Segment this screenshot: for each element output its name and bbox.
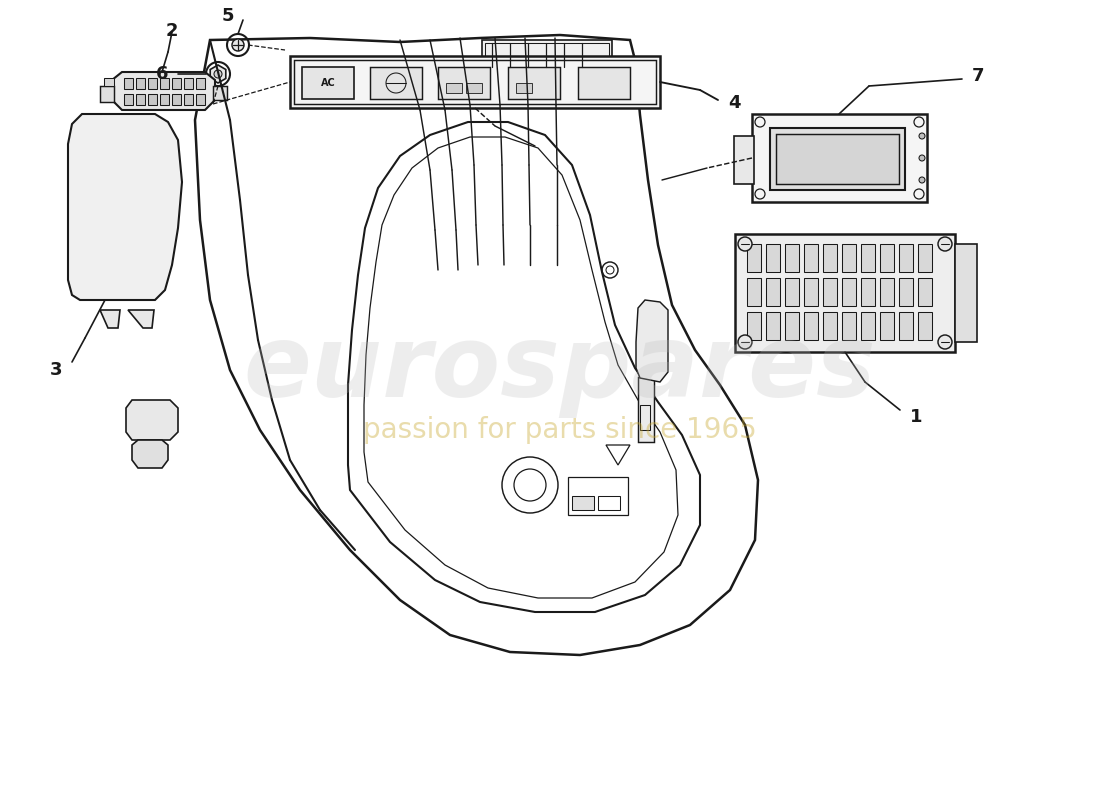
Bar xyxy=(804,244,818,272)
Text: 3: 3 xyxy=(50,361,62,379)
Bar xyxy=(776,134,899,184)
Bar xyxy=(823,244,837,272)
Polygon shape xyxy=(128,310,154,328)
Bar xyxy=(766,312,780,340)
Bar xyxy=(638,377,654,442)
Bar xyxy=(485,43,609,67)
Text: 5: 5 xyxy=(222,7,234,25)
Bar xyxy=(785,312,799,340)
Bar xyxy=(148,94,157,105)
Bar xyxy=(302,67,354,99)
Bar xyxy=(734,136,754,184)
Polygon shape xyxy=(112,72,214,110)
Bar xyxy=(861,312,875,340)
Bar xyxy=(578,67,630,99)
Polygon shape xyxy=(195,35,758,655)
Bar xyxy=(136,94,145,105)
Polygon shape xyxy=(100,310,120,328)
Bar xyxy=(861,244,875,272)
Ellipse shape xyxy=(938,237,952,251)
Ellipse shape xyxy=(918,133,925,139)
Bar xyxy=(785,278,799,306)
Bar xyxy=(598,496,620,510)
Bar xyxy=(172,94,182,105)
Bar xyxy=(842,278,856,306)
Bar xyxy=(752,114,927,202)
Polygon shape xyxy=(126,400,178,440)
Bar xyxy=(861,278,875,306)
Text: eurospares: eurospares xyxy=(244,322,877,418)
Text: 2: 2 xyxy=(166,22,178,40)
Bar xyxy=(100,86,114,102)
Bar xyxy=(747,244,761,272)
Ellipse shape xyxy=(918,155,925,161)
Bar xyxy=(804,278,818,306)
Ellipse shape xyxy=(918,177,925,183)
Ellipse shape xyxy=(214,70,222,78)
Bar xyxy=(160,94,169,105)
Text: 1: 1 xyxy=(910,408,923,426)
Bar xyxy=(918,312,932,340)
Bar xyxy=(370,67,422,99)
Bar xyxy=(747,278,761,306)
Bar xyxy=(124,94,133,105)
Bar xyxy=(290,56,660,108)
Bar xyxy=(918,278,932,306)
Polygon shape xyxy=(636,300,668,382)
Polygon shape xyxy=(210,65,225,83)
Bar xyxy=(804,312,818,340)
Bar xyxy=(735,234,955,352)
Bar xyxy=(196,94,205,105)
Polygon shape xyxy=(68,114,182,300)
Bar xyxy=(766,244,780,272)
Bar xyxy=(184,94,192,105)
Bar xyxy=(516,83,532,93)
Bar xyxy=(899,278,913,306)
Polygon shape xyxy=(132,440,168,468)
Bar xyxy=(785,244,799,272)
Bar xyxy=(955,244,977,342)
Bar xyxy=(172,78,182,89)
Bar xyxy=(880,278,894,306)
Bar xyxy=(640,405,650,430)
Bar xyxy=(770,128,905,190)
Text: AC: AC xyxy=(320,78,336,88)
Bar xyxy=(438,67,490,99)
Bar xyxy=(508,67,560,99)
Bar xyxy=(148,78,157,89)
Bar xyxy=(136,78,145,89)
Ellipse shape xyxy=(232,39,244,51)
Bar xyxy=(823,312,837,340)
Bar xyxy=(842,312,856,340)
Bar xyxy=(568,477,628,515)
Bar xyxy=(482,40,612,70)
Ellipse shape xyxy=(938,335,952,349)
Bar xyxy=(124,78,133,89)
Ellipse shape xyxy=(738,237,752,251)
Bar xyxy=(918,244,932,272)
Bar xyxy=(466,83,482,93)
Bar xyxy=(842,244,856,272)
Bar xyxy=(880,312,894,340)
Bar xyxy=(294,60,656,104)
Bar xyxy=(184,78,192,89)
Bar xyxy=(880,244,894,272)
Bar xyxy=(104,78,114,86)
Ellipse shape xyxy=(738,335,752,349)
Bar xyxy=(899,312,913,340)
Bar xyxy=(766,278,780,306)
Text: 4: 4 xyxy=(728,94,740,112)
Text: 6: 6 xyxy=(155,65,168,83)
Text: 7: 7 xyxy=(972,67,984,85)
Bar xyxy=(160,78,169,89)
Bar xyxy=(823,278,837,306)
Text: passion for parts since 1965: passion for parts since 1965 xyxy=(363,416,757,444)
Bar xyxy=(747,312,761,340)
Bar xyxy=(213,86,227,100)
Bar xyxy=(572,496,594,510)
Bar xyxy=(899,244,913,272)
Bar xyxy=(446,83,462,93)
Bar xyxy=(196,78,205,89)
